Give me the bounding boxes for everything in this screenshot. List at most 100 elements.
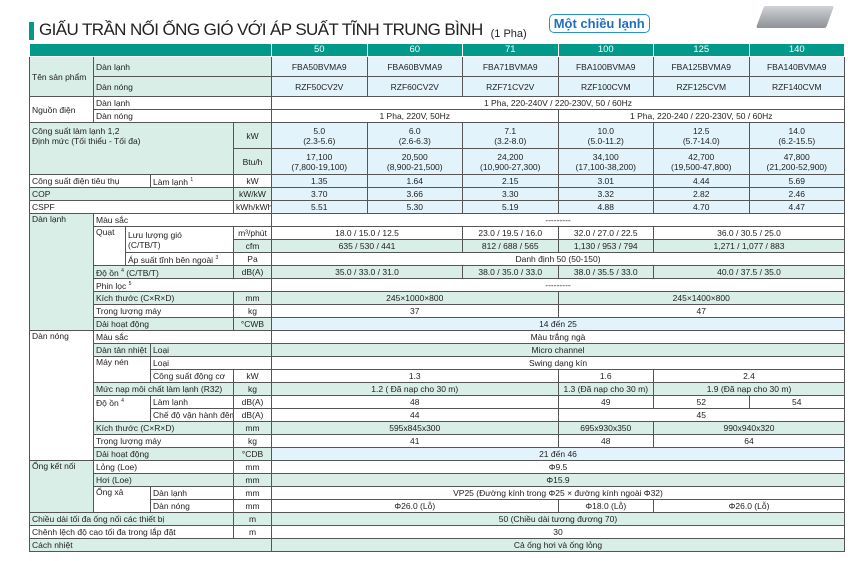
row-label: Dải hoạt động [93, 447, 234, 461]
cell: 50 (Chiều dài tương đương 70) [271, 512, 845, 526]
table-row: Áp suất tĩnh bên ngoài 3 Pa Danh định 50 (… [30, 252, 845, 266]
cell: --------- [271, 278, 845, 292]
table-row: Dàn nóng mm Φ26.0 (Lỗ) Φ18.0 (Lỗ) Φ26.0 (Lỗ) [30, 499, 845, 513]
table-row: CSPF kWh/kWh 5.51 5.30 5.19 4.88 4.70 4.47 [29, 200, 845, 214]
unit: dB(A) [233, 395, 272, 409]
cell: 17,100 (7,800-19,100) [271, 148, 368, 175]
table-row: Kích thước (C×R×D) mm 595x845x300 695x930x3… [29, 421, 845, 435]
cell: 3.01 [557, 174, 654, 188]
row-label: Màu sắc [93, 330, 272, 344]
cell: Màu trắng ngà [271, 330, 845, 344]
table-row: Quạt Lưu lượng gió (C/TB/T) m³/phút 18.0 / … [30, 226, 845, 266]
cell: FBA71BVMA9 [462, 56, 559, 77]
cell: 695x930x350 [557, 421, 654, 435]
row-label: Độ ồn 4 (C/TB/T) [93, 265, 234, 279]
row-label: Dàn nóng [93, 109, 272, 123]
cell: 1.3 [271, 369, 559, 383]
table-row: Dàn nóng RZF50CV2V RZF60CV2V RZF71CV2V RZF1… [30, 76, 845, 97]
unit: kW/kW [233, 187, 272, 201]
table-row: Chế độ vận hành đêm dB(A) 44 45 [30, 408, 845, 422]
row-label: Dàn lạnh [93, 56, 272, 77]
unit: dB(A) [233, 408, 272, 422]
table-row: Dàn nóng Màu sắc Màu trắng ngà [29, 330, 845, 461]
table-row: Cách nhiệt Cả ống hơi và ống lỏng [29, 538, 845, 552]
cell: 3.30 [462, 187, 559, 201]
model-header: 125 [653, 43, 750, 57]
model-header: 140 [748, 43, 845, 57]
cell: 2.46 [748, 187, 845, 201]
cell: 1.2 ( Đã nạp cho 30 m) [271, 382, 559, 396]
spec-table: 50 60 71 100 125 140 Tên sản phẩm Dàn lạnh FBA… [29, 43, 845, 552]
row-label: Công suất làm lạnh 1,2 Định mức (Tối thiể… [29, 122, 234, 175]
row-label: Tên sản phẩm [29, 56, 94, 97]
unit: kW [233, 122, 272, 149]
cell: 12.5 (5.7-14.0) [653, 122, 750, 149]
table-row: Dàn lạnh Màu sắc --------- [29, 213, 845, 331]
cell: 245×1000×800 [271, 291, 559, 305]
cell: 7.1 (3.2-8.0) [462, 122, 559, 149]
cell: 21 đến 46 [271, 447, 845, 461]
cell: FBA125BVMA9 [653, 56, 750, 77]
model-header: 60 [366, 43, 463, 57]
cell: 35.0 / 33.0 / 31.0 [271, 265, 463, 279]
cell: 5.19 [462, 200, 559, 214]
unit: kg [233, 434, 272, 448]
table-row: Dải hoạt động °CWB 14 đến 25 [30, 317, 845, 331]
unit: mm [233, 499, 272, 513]
cell: 41 [271, 434, 559, 448]
unit: °CDB [233, 447, 272, 461]
row-label: Dàn tản nhiệt [93, 343, 151, 357]
table-row: Ống kết nối Lỏng (Loe) mm Φ9.5 [29, 460, 845, 513]
cell: 45 [557, 408, 845, 422]
cell: 30 [271, 525, 845, 539]
cell: 34,100 (17,100-38,200) [557, 148, 654, 175]
row-label: Lỏng (Loe) [93, 460, 234, 474]
table-row: Trọng lượng máy kg 37 47 [30, 304, 845, 318]
cell: 4.88 [557, 200, 654, 214]
unit: mm [233, 460, 272, 474]
cell: FBA140BVMA9 [748, 56, 845, 77]
table-row: Công suất làm lạnh 1,2 Định mức (Tối thiể… [29, 122, 845, 175]
row-label: Lưu lượng gió (C/TB/T) [125, 226, 234, 253]
cell: 3.70 [271, 187, 368, 201]
cell: Φ26.0 (Lỗ) [653, 499, 845, 513]
row-label: Cách nhiệt [29, 538, 272, 552]
row-label: Ống xả [93, 486, 151, 513]
cell: 1.35 [271, 174, 368, 188]
ducted-unit-image [755, 6, 835, 28]
table-row: Công suất điện tiêu thụ Làm lạnh 1 kW 1.35… [29, 174, 845, 188]
cell: Micro channel [271, 343, 845, 357]
table-row: Độ ồn 4 Làm lạnh dB(A) 48 49 52 54 [30, 395, 845, 422]
row-label: Phin lọc 5 [93, 278, 272, 292]
row-label: Làm lạnh 1 [150, 174, 234, 188]
unit: Pa [233, 252, 272, 266]
table-row: Trọng lượng máy kg 41 48 64 [30, 434, 845, 448]
cell: 1.6 [557, 369, 654, 383]
cell: 1 Pha, 220V, 50Hz [271, 109, 559, 123]
row-label: Chiều dài tối đa ống nối các thiết bị [29, 512, 234, 526]
cell: 47 [557, 304, 845, 318]
table-row: Dải hoạt động °CDB 21 đến 46 [30, 447, 845, 461]
row-label: Dàn nóng [150, 499, 234, 513]
cell: 1.3 (Đã nạp cho 30 m) [557, 382, 654, 396]
table-row: Máy nén Loại Swing dạng kín [30, 356, 845, 383]
cell: 54 [748, 395, 845, 409]
group-label: Dàn nóng [29, 330, 94, 461]
unit: m [233, 512, 272, 526]
label-line: Công suất làm lạnh 1,2 [32, 126, 120, 136]
cell: 2.82 [653, 187, 750, 201]
row-label: Quạt [93, 226, 126, 266]
unit: °CWB [233, 317, 272, 331]
cell: 1,271 / 1,077 / 883 [653, 239, 845, 253]
cell: 5.30 [366, 200, 463, 214]
cell: RZF100CVM [557, 76, 654, 97]
cell: 5.69 [748, 174, 845, 188]
cell: 14.0 (6.2-15.5) [748, 122, 845, 149]
row-label: Dàn nóng [93, 76, 272, 97]
cell: Φ26.0 (Lỗ) [271, 499, 559, 513]
cell: 1 Pha, 220-240 / 220-230V, 50 / 60Hz [557, 109, 845, 123]
cell: 48 [271, 395, 559, 409]
cell: 44 [271, 408, 559, 422]
model-header: 71 [462, 43, 559, 57]
cell: FBA100BVMA9 [557, 56, 654, 77]
